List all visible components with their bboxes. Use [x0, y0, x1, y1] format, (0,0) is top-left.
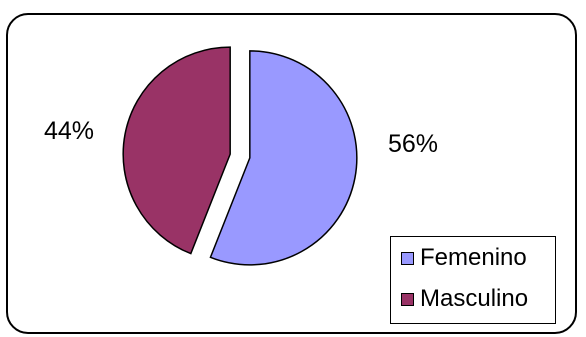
legend-swatch-femenino	[401, 251, 414, 265]
legend-item-femenino: Femenino	[401, 243, 527, 273]
pie-slice-femenino	[209, 50, 358, 266]
legend-label-femenino: Femenino	[420, 244, 527, 271]
slice-label-masculino: 44%	[44, 117, 95, 145]
legend-label-masculino: Masculino	[420, 285, 529, 312]
legend-swatch-masculino	[401, 292, 414, 306]
legend-item-masculino: Masculino	[401, 284, 528, 314]
pie-slice-masculino	[122, 46, 231, 255]
slice-label-femenino: 56%	[388, 130, 439, 158]
legend: Femenino Masculino	[390, 236, 556, 324]
